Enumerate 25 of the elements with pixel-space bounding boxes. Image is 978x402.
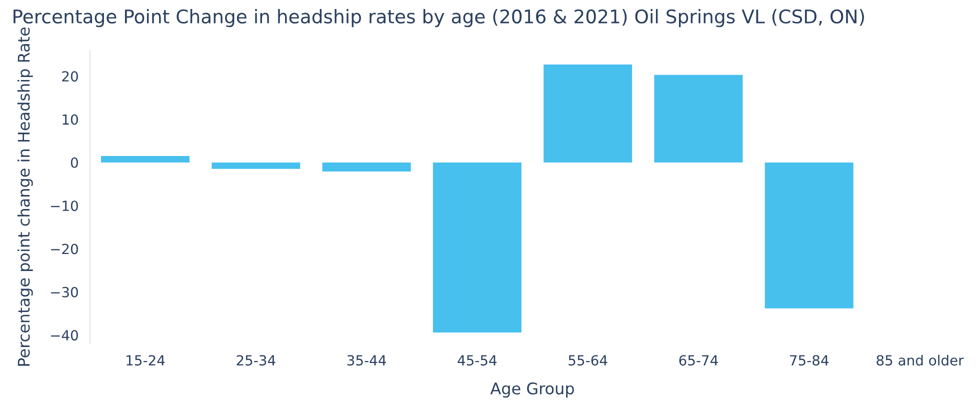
y-tick-label: −20 (51, 244, 78, 254)
bar (654, 74, 743, 162)
y-tick-label: −10 (51, 200, 78, 212)
y-tick-label: 10 (62, 114, 78, 125)
x-axis-title: Age Group (490, 382, 574, 398)
x-tick-label: 85 and older (876, 354, 964, 366)
bar (212, 162, 300, 169)
bar (764, 162, 854, 308)
bar (322, 162, 411, 172)
y-tick-label: −40 (51, 330, 78, 341)
bar (544, 64, 632, 162)
x-tick-label: 35-44 (347, 355, 386, 366)
x-tick-label: 25-34 (236, 355, 276, 366)
x-tick-label: 75-84 (790, 355, 829, 366)
chart-title: Percentage Point Change in headship rates by age (2016 & 2021) Oil Springs VL (CSD, ON) (14, 9, 864, 28)
bar (101, 156, 190, 162)
x-tick-label: 45-54 (458, 355, 497, 366)
bar (432, 162, 522, 332)
x-tick-label: 15-24 (126, 355, 165, 366)
x-tick-label: 65-74 (679, 355, 718, 366)
y-tick-label: −30 (51, 286, 78, 298)
y-tick-label: 0 (70, 157, 78, 168)
y-axis-title: Percentage point change in Headship Rate (17, 27, 33, 366)
x-tick-label: 55-64 (568, 355, 608, 366)
y-tick-label: 20 (62, 71, 78, 82)
